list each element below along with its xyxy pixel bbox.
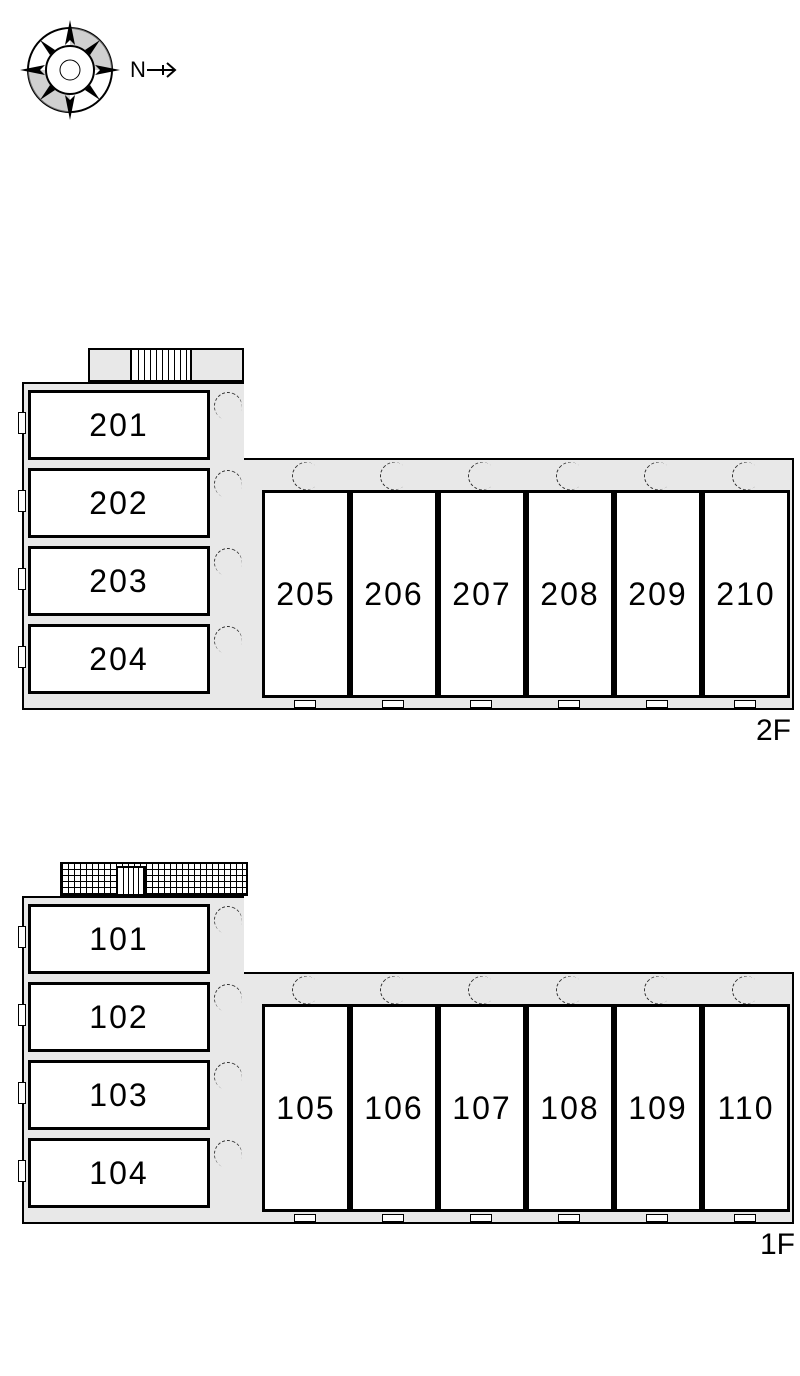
window-tab [294, 700, 316, 708]
unit-108: 108 [526, 1004, 614, 1212]
unit-206: 206 [350, 490, 438, 698]
stairs-2f [130, 348, 192, 382]
compass-svg: N [15, 15, 185, 125]
unit-101: 101 [28, 904, 210, 974]
unit-label: 110 [717, 1090, 774, 1127]
floor-1f: 101 102 103 104 105 106 107 108 109 110 [0, 844, 800, 1254]
unit-109: 109 [614, 1004, 702, 1212]
window-tab [18, 646, 26, 668]
window-tab [18, 568, 26, 590]
unit-label: 108 [540, 1090, 599, 1127]
window-tab [18, 490, 26, 512]
window-tab [734, 1214, 756, 1222]
unit-label: 209 [628, 576, 687, 613]
unit-label: 205 [276, 576, 335, 613]
unit-102: 102 [28, 982, 210, 1052]
window-tab [558, 1214, 580, 1222]
window-tab [382, 700, 404, 708]
unit-label: 204 [89, 641, 148, 678]
window-tab [470, 700, 492, 708]
window-tab [558, 700, 580, 708]
unit-label: 106 [364, 1090, 423, 1127]
window-tab [18, 1004, 26, 1026]
floor-2f: 201 202 203 204 205 206 207 208 209 210 [0, 330, 800, 740]
unit-label: 105 [276, 1090, 335, 1127]
unit-label: 102 [89, 999, 148, 1036]
unit-104: 104 [28, 1138, 210, 1208]
unit-201: 201 [28, 390, 210, 460]
window-tab [18, 412, 26, 434]
unit-207: 207 [438, 490, 526, 698]
compass: N [15, 15, 185, 130]
unit-label: 103 [89, 1077, 148, 1114]
unit-210: 210 [702, 490, 790, 698]
unit-110: 110 [702, 1004, 790, 1212]
unit-107: 107 [438, 1004, 526, 1212]
unit-label: 202 [89, 485, 148, 522]
floor-label-1f: 1F [760, 1228, 795, 1262]
unit-label: 107 [452, 1090, 511, 1127]
unit-106: 106 [350, 1004, 438, 1212]
unit-209: 209 [614, 490, 702, 698]
unit-label: 101 [89, 921, 148, 958]
top-strip-1f [60, 862, 248, 896]
window-tab [646, 700, 668, 708]
window-tab [18, 1082, 26, 1104]
unit-203: 203 [28, 546, 210, 616]
window-tab [18, 1160, 26, 1182]
unit-label: 210 [716, 576, 775, 613]
unit-label: 206 [364, 576, 423, 613]
unit-label: 104 [89, 1155, 148, 1192]
unit-202: 202 [28, 468, 210, 538]
unit-label: 201 [89, 407, 148, 444]
window-tab [18, 926, 26, 948]
window-tab [734, 700, 756, 708]
unit-208: 208 [526, 490, 614, 698]
floor-label-2f: 2F [756, 714, 791, 748]
unit-205: 205 [262, 490, 350, 698]
stairs-1f [116, 866, 146, 896]
window-tab [646, 1214, 668, 1222]
north-label: N [130, 57, 146, 82]
unit-105: 105 [262, 1004, 350, 1212]
window-tab [470, 1214, 492, 1222]
unit-label: 208 [540, 576, 599, 613]
unit-103: 103 [28, 1060, 210, 1130]
unit-204: 204 [28, 624, 210, 694]
unit-label: 109 [628, 1090, 687, 1127]
window-tab [382, 1214, 404, 1222]
unit-label: 207 [452, 576, 511, 613]
window-tab [294, 1214, 316, 1222]
unit-label: 203 [89, 563, 148, 600]
